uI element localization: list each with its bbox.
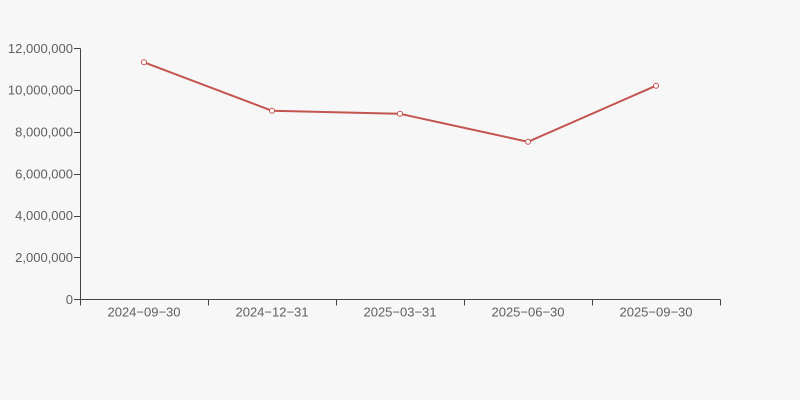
x-axis-tick-label: 2025−09−30 (619, 305, 692, 320)
y-axis-tick-label: 10,000,000 (8, 83, 73, 98)
y-axis-tick-label: 8,000,000 (15, 124, 73, 139)
y-axis-tick-label: 0 (66, 292, 73, 307)
x-axis-tick-label: 2024−12−31 (235, 305, 308, 320)
y-axis-tick-label: 12,000,000 (8, 41, 73, 56)
x-axis-tick-label: 2024−09−30 (107, 305, 180, 320)
y-axis-tick-label: 4,000,000 (15, 208, 73, 223)
x-axis-tick-label: 2025−06−30 (491, 305, 564, 320)
data-point-marker[interactable] (653, 82, 659, 89)
data-point-marker[interactable] (269, 107, 275, 114)
y-axis-tick-label: 6,000,000 (15, 166, 73, 181)
series-line (143, 61, 657, 143)
data-point-marker[interactable] (397, 110, 403, 117)
data-point-marker[interactable] (525, 138, 531, 145)
y-axis-tick-label: 2,000,000 (15, 250, 73, 265)
data-point-marker[interactable] (141, 59, 147, 66)
x-axis-tick-label: 2025−03−31 (363, 305, 436, 320)
